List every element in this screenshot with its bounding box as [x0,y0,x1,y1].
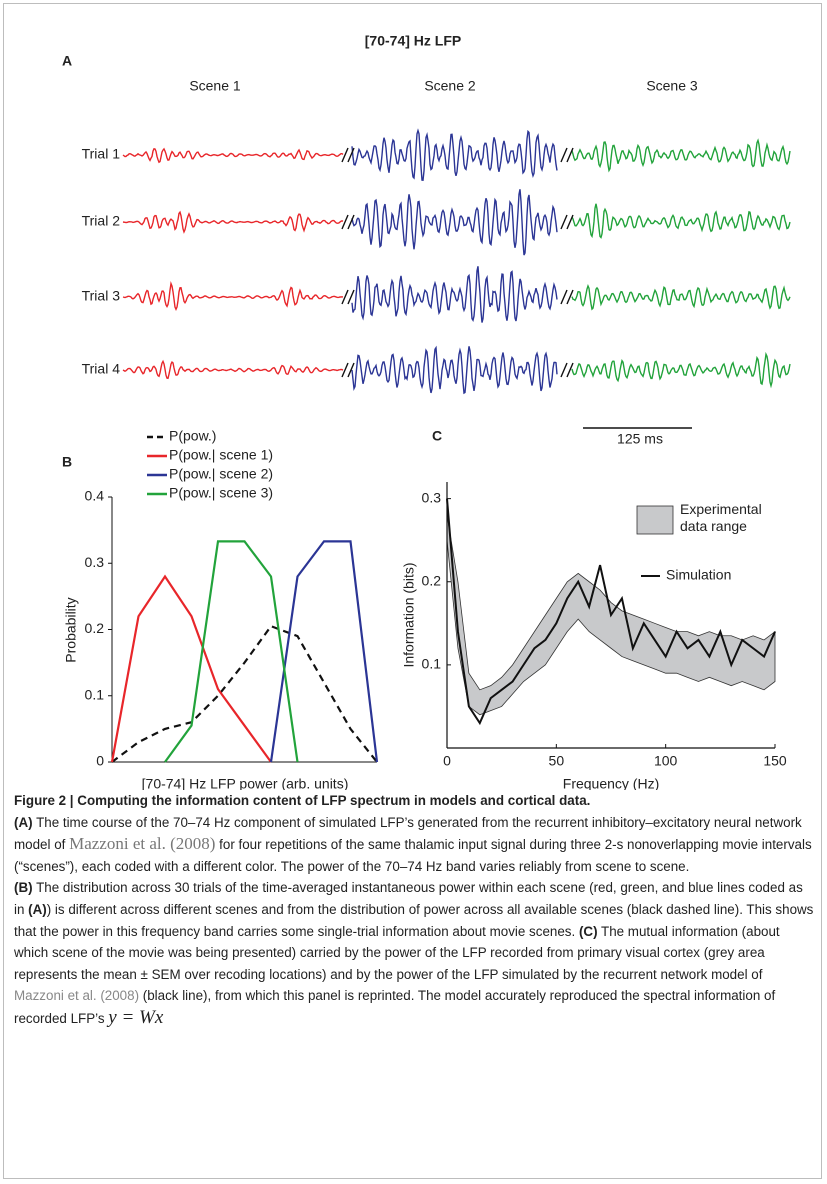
panel-label: B [62,454,72,470]
caption-label: (A) [28,901,47,917]
legend-label: P(pow.| scene 1) [169,447,273,463]
scale-bar-label: 125 ms [617,431,663,447]
y-tick-label: 0.3 [422,489,442,505]
break-mark [347,147,355,163]
scene-label: Scene 2 [424,78,476,94]
caption-text: The mutual information (about which scen… [14,923,780,982]
x-tick-label: 150 [763,753,787,769]
y-tick-label: 0 [96,753,104,769]
lfp-trace [351,266,558,323]
lfp-trace [571,351,791,389]
figure-frame [3,3,822,1179]
legend-label: P(pow.) [169,428,216,444]
caption-text: The distribution across 30 trials of the… [14,880,803,917]
break-mark [341,289,349,305]
caption-label: (C) [578,923,598,939]
break-mark [347,214,355,230]
y-tick-label: 0.3 [85,554,105,570]
caption-label: (B) [14,880,33,896]
break-mark [560,214,568,230]
trial-label: Trial 4 [82,361,121,377]
scene-label: Scene 1 [189,78,241,94]
break-mark [566,362,574,378]
y-tick-label: 0.4 [85,488,105,504]
caption-text: for four repetitions of the same thalami… [14,837,812,874]
lfp-trace [122,359,344,380]
break-mark [347,289,355,305]
x-axis-label: [70-74] Hz LFP power (arb. units) [142,776,349,790]
caption: Figure 2 | Computing the information con… [14,790,814,1030]
caption-label: (A) [14,814,33,830]
caption-paragraph: (B) The distribution across 30 trials of… [14,877,814,1029]
legend-swatch [636,505,674,535]
caption-title: Figure 2 | Computing the information con… [14,790,814,812]
equation: y = Wx [108,1006,164,1028]
legend-label: P(pow.| scene 2) [169,466,273,482]
trial-label: Trial 1 [82,146,121,162]
break-mark [566,147,574,163]
legend-label: Simulation [666,567,731,583]
lfp-trace [571,284,791,311]
y-tick-label: 0.2 [422,572,442,588]
panel-label: A [62,53,72,69]
break-mark [560,147,568,163]
legend-label: Experimental data range [680,501,762,534]
lfp-trace [122,210,344,234]
break-mark [347,362,355,378]
series-line [164,540,299,763]
break-mark [566,214,574,230]
legend-label: P(pow.| scene 3) [169,485,273,501]
break-mark [560,362,568,378]
lfp-trace [571,203,791,239]
caption-text: ) is different across different scenes a… [14,901,814,939]
lfp-trace [122,147,344,164]
y-tick-label: 0.1 [422,656,442,672]
caption-text: (black line), from which this panel is r… [14,988,776,1026]
x-axis-label: Frequency (Hz) [563,776,659,790]
figure: [70-74] Hz LFP A 125 ms Scene 1 Scene 2 Sc… [62,33,791,790]
break-mark [560,289,568,305]
trial-label: Trial 3 [82,288,121,304]
reference-link[interactable]: Mazzoni et al. (2008) [69,834,216,854]
y-tick-label: 0.2 [85,620,105,636]
caption-title-text: Figure 2 | Computing the information con… [14,793,591,808]
x-tick-label: 50 [549,753,565,769]
reference-link[interactable]: Mazzoni et al. (2008) [14,988,140,1004]
y-axis-label: Information (bits) [401,562,417,667]
x-tick-label: 0 [443,753,451,769]
lfp-trace [122,280,344,311]
series-line [269,540,379,763]
break-mark [341,214,349,230]
lfp-trace [351,128,558,181]
x-tick-label: 100 [654,753,678,769]
lfp-trace [571,138,791,173]
break-mark [341,362,349,378]
y-axis-label: Probability [63,597,79,662]
trial-label: Trial 2 [82,213,121,229]
series-line [111,624,378,763]
break-mark [566,289,574,305]
caption-text: The time course of the 70–74 Hz componen… [14,814,802,853]
lfp-trace [351,345,558,395]
y-tick-label: 0.1 [85,686,105,702]
scene-label: Scene 3 [646,78,698,94]
series-line [110,574,272,763]
break-mark [341,147,349,163]
panel-a-title: [70-74] Hz LFP [365,33,461,49]
lfp-trace [351,189,558,256]
caption-paragraph: (A) The time course of the 70–74 Hz comp… [14,812,814,878]
panel-label: C [432,428,442,444]
simulation-line [446,498,776,726]
